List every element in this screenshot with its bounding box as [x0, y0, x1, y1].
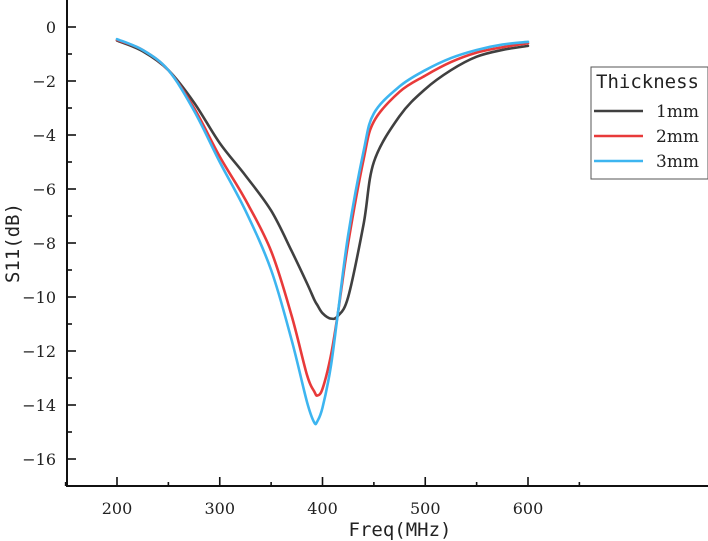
y-tick-label: −16	[22, 450, 56, 469]
y-tick-label: −10	[22, 288, 56, 307]
y-tick-label: 0	[46, 18, 56, 37]
series-line-3mm	[115, 37, 530, 426]
y-tick-label: −8	[32, 234, 56, 253]
y-tick-label: −14	[22, 396, 56, 415]
plot-lines	[115, 37, 530, 426]
svg-text:3mm: 3mm	[656, 152, 699, 172]
axes	[64, 0, 708, 487]
legend-item-2mm: 2mm	[594, 127, 699, 147]
y-tick-label: −6	[32, 180, 56, 199]
legend-item-1mm: 1mm	[594, 102, 699, 122]
legend-item-3mm: 3mm	[594, 152, 699, 172]
x-tick-label: 600	[513, 499, 544, 518]
legend-title: Thickness	[596, 71, 699, 93]
y-tick-label: −4	[32, 126, 56, 145]
x-tick-label: 300	[204, 499, 235, 518]
x-axis-title: Freq(MHz)	[349, 519, 452, 541]
legend: Thickness 1mm 2mm 3mm	[590, 66, 708, 180]
svg-text:1mm: 1mm	[656, 102, 699, 122]
x-tick-label: 200	[102, 499, 133, 518]
svg-text:2mm: 2mm	[656, 127, 699, 147]
y-tick-label: −12	[22, 342, 56, 361]
x-tick-label: 400	[307, 499, 338, 518]
tick-labels: 0 −2 −4 −6 −8 −10 −12 −14 −16 200 300 400 500 600	[22, 18, 543, 518]
series-line-2mm	[115, 38, 530, 397]
x-tick-label: 500	[410, 499, 441, 518]
y-tick-label: −2	[32, 72, 56, 91]
series-line-1mm	[115, 39, 530, 321]
y-axis-title: S11(dB)	[2, 203, 24, 283]
